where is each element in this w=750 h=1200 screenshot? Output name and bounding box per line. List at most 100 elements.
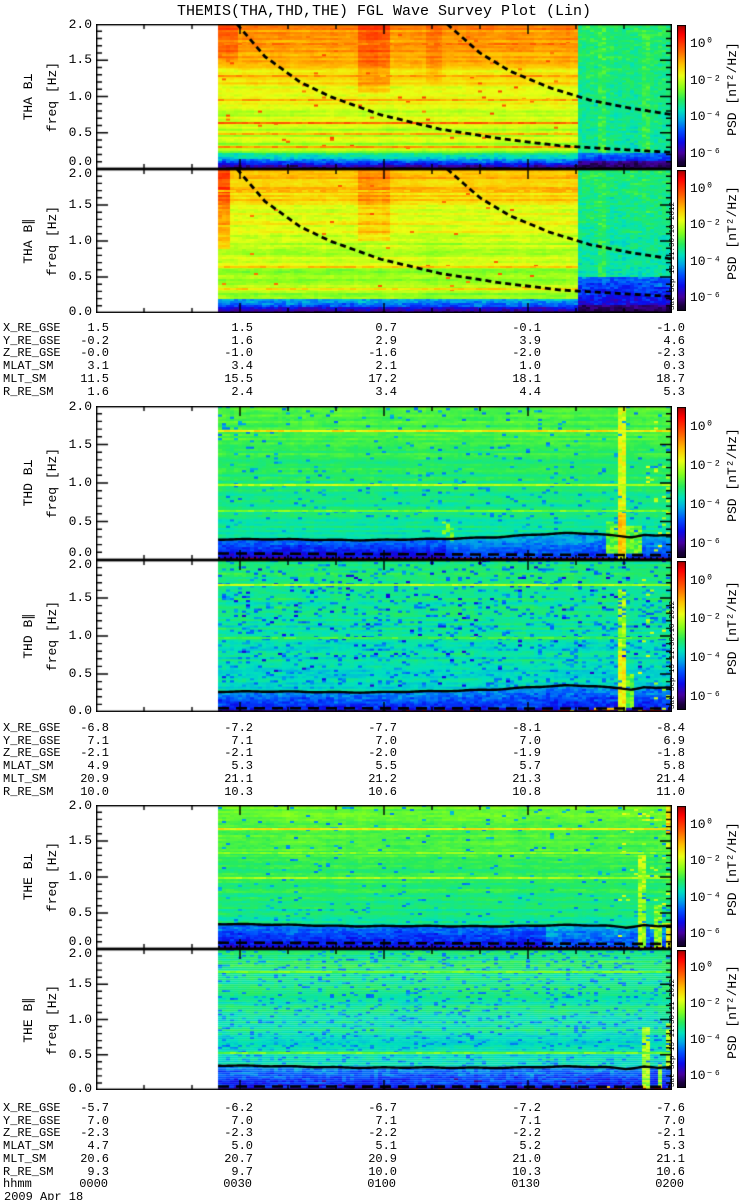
freq-tick-label: 1.0 <box>68 233 92 248</box>
ephemeris-value: 2.1 <box>375 359 397 374</box>
colorbar-tick-label: 10⁻² <box>690 611 722 627</box>
ephemeris-value: -7.7 <box>368 721 397 735</box>
plot-title: THEMIS(THA,THD,THE) FGL Wave Survey Plot… <box>176 3 592 20</box>
ephemeris-value: -6.2 <box>224 1101 253 1115</box>
colorbar-tick-label: 10⁻⁴ <box>690 253 722 269</box>
ephemeris-value: -2.1 <box>80 746 109 761</box>
ephemeris-value: 1.5 <box>87 321 109 335</box>
colorbar <box>677 25 686 167</box>
ephemeris-value: 9.3 <box>87 1164 109 1179</box>
ephemeris-value: 7.0 <box>663 1113 685 1128</box>
freq-tick-label: 2.0 <box>68 557 92 572</box>
ephemeris-value: 4.4 <box>519 384 541 399</box>
ephemeris-value: 7.1 <box>519 1113 541 1128</box>
ephemeris-value: 11.5 <box>80 371 109 386</box>
freq-tick-label: 1.0 <box>68 1011 92 1027</box>
ephemeris-value: 20.7 <box>224 1151 253 1166</box>
freq-tick-label: 2.0 <box>68 399 92 414</box>
ephemeris-value: 10.0 <box>80 784 109 799</box>
ephemeris-value: -2.2 <box>368 1126 397 1141</box>
ephemeris-value: 11.0 <box>656 784 685 799</box>
ephemeris-label: MLAT_SM <box>3 759 54 774</box>
ephemeris-value: 18.1 <box>512 371 541 386</box>
ephemeris-label: Z_RE_GSE <box>3 746 61 761</box>
ephemeris-value: -0.2 <box>80 333 109 348</box>
ephemeris-label: Y_RE_GSE <box>3 333 61 348</box>
time-tick-label: 0200 <box>655 1177 684 1192</box>
ephemeris-value: 15.5 <box>224 371 253 386</box>
ephemeris-label: MLAT_SM <box>3 1139 54 1154</box>
colorbar-tick-label: 10⁻⁶ <box>690 536 722 552</box>
colorbar <box>677 561 686 710</box>
ephemeris-value: -2.0 <box>512 346 541 361</box>
date-label: 2009 Apr 18 <box>4 1189 84 1200</box>
ephemeris-value: -2.3 <box>80 1126 109 1141</box>
ephemeris-value: 18.7 <box>656 371 685 386</box>
ephemeris-value: -1.0 <box>656 321 685 335</box>
colorbar-tick-label: 10⁻² <box>690 72 722 88</box>
ephemeris-value: 21.2 <box>368 771 397 786</box>
ephemeris-value: 5.3 <box>663 1139 685 1154</box>
ephemeris-label: Y_RE_GSE <box>3 1113 61 1128</box>
ephemeris-value: -1.0 <box>224 346 253 361</box>
freq-tick-label: 0.5 <box>68 269 92 284</box>
time-tick-label: 0100 <box>367 1177 396 1192</box>
freq-tick-label: 0.5 <box>68 666 92 681</box>
spectrogram-THE-B⊥ <box>96 805 672 949</box>
freq-tick-label: 1.5 <box>68 590 92 605</box>
colorbar <box>677 407 686 558</box>
spectrogram-THA-B∥ <box>96 169 672 313</box>
ephemeris-value: -2.3 <box>656 346 685 361</box>
ephemeris-value: 7.0 <box>231 1113 253 1128</box>
ephemeris-value: 6.9 <box>663 733 685 748</box>
ephemeris-value: 2.4 <box>231 384 253 399</box>
ephemeris-value: 0.3 <box>663 359 685 374</box>
ephemeris-value: 20.6 <box>80 1151 109 1166</box>
ephemeris-value: 9.7 <box>231 1164 253 1179</box>
freq-tick-label: 1.5 <box>68 52 92 68</box>
colorbar-tick-label: 10⁻⁶ <box>690 290 722 306</box>
ephemeris-value: -7.2 <box>224 721 253 735</box>
colorbar-tick-label: 10⁻² <box>690 996 722 1012</box>
ephemeris-value: 4.7 <box>87 1139 109 1154</box>
time-axis-label: hhmm <box>3 1177 32 1192</box>
ephemeris-value: 5.0 <box>231 1139 253 1154</box>
colorbar-tick-label: 10⁰ <box>690 35 714 51</box>
colorbar-tick-label: 10⁰ <box>690 419 714 435</box>
freq-tick-label: 0.0 <box>68 703 92 718</box>
ephemeris-value: 5.5 <box>375 759 397 774</box>
colorbar <box>677 950 686 1088</box>
ephemeris-value: 1.6 <box>87 384 109 399</box>
freq-tick-label: 2.0 <box>68 166 92 181</box>
freq-tick-label: 0.0 <box>68 153 92 169</box>
freq-tick-label: 0.5 <box>68 124 92 140</box>
ephemeris-value: 7.1 <box>87 733 109 748</box>
time-tick-label: 0000 <box>79 1177 108 1192</box>
freq-tick-label: 2.0 <box>68 17 92 32</box>
freq-tick-label: 2.0 <box>68 798 92 813</box>
ephemeris-value: -1.9 <box>512 746 541 761</box>
colorbar-tick-label: 10⁻⁴ <box>690 109 722 125</box>
ephemeris-label: R_RE_SM <box>3 384 54 399</box>
ephemeris-value: 21.1 <box>656 1151 685 1166</box>
colorbar-tick-label: 10⁻⁶ <box>690 1067 722 1083</box>
ephemeris-value: 10.3 <box>224 784 253 799</box>
ephemeris-value: -1.6 <box>368 346 397 361</box>
colorbar-tick-label: 10⁻⁴ <box>690 889 722 905</box>
ephemeris-value: 5.1 <box>375 1139 397 1154</box>
ephemeris-value: 21.0 <box>512 1151 541 1166</box>
psd-axis-label: PSD [nT²/Hz] <box>725 964 740 1059</box>
ephemeris-label: Y_RE_GSE <box>3 733 61 748</box>
colorbar-tick-label: 10⁰ <box>690 816 714 832</box>
ephemeris-value: -2.1 <box>224 746 253 761</box>
spectrogram-THD-B⊥ <box>96 406 672 560</box>
ephemeris-label: X_RE_GSE <box>3 721 61 735</box>
spectrogram-THE-B∥ <box>96 949 672 1090</box>
ephemeris-value: 1.0 <box>519 359 541 374</box>
ephemeris-value: 7.0 <box>375 733 397 748</box>
ephemeris-label: MLT_SM <box>3 771 47 786</box>
freq-tick-label: 0.5 <box>68 513 92 529</box>
creation-timestamp: Sat Sep 15 11:30:11 2012 <box>669 978 677 1087</box>
freq-tick-label: 1.5 <box>68 833 92 848</box>
colorbar-tick-label: 10⁻⁶ <box>690 688 722 704</box>
